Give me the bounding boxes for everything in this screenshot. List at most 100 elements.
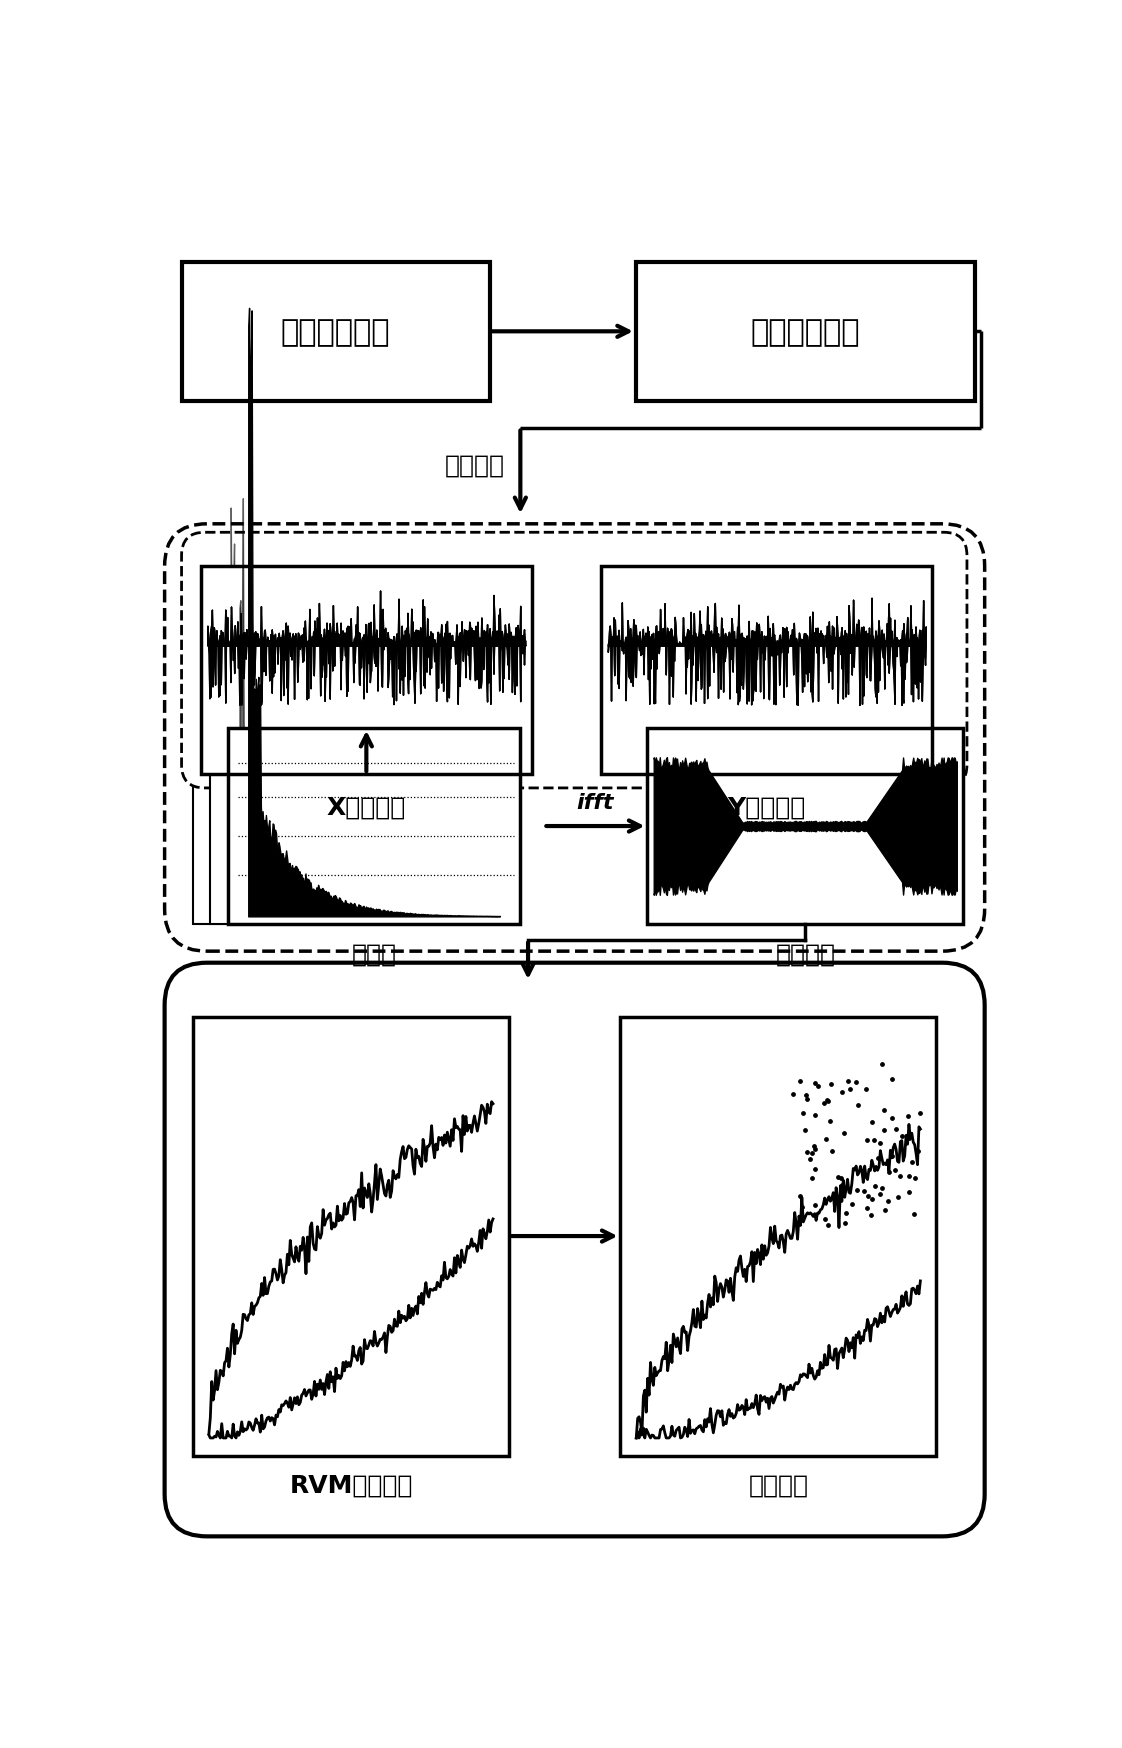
Point bbox=[817, 1126, 835, 1154]
Bar bbox=[210, 729, 503, 925]
Point bbox=[876, 1197, 894, 1225]
Point bbox=[795, 1115, 813, 1143]
Text: X方向信号: X方向信号 bbox=[327, 795, 406, 818]
Text: 时域波形: 时域波形 bbox=[775, 942, 835, 967]
Point bbox=[847, 1068, 865, 1096]
Point bbox=[798, 1086, 816, 1113]
Point bbox=[863, 1108, 881, 1136]
Point bbox=[837, 1199, 855, 1227]
Text: RVM阈值模型: RVM阈值模型 bbox=[289, 1474, 413, 1496]
Point bbox=[871, 1180, 889, 1208]
Point bbox=[866, 1171, 884, 1199]
Point bbox=[835, 1120, 853, 1148]
Point bbox=[829, 1162, 847, 1190]
Point bbox=[794, 1099, 812, 1127]
Text: 振动监测装置: 振动监测装置 bbox=[751, 318, 859, 346]
Bar bbox=[636, 262, 975, 402]
Point bbox=[806, 1133, 824, 1161]
Point bbox=[819, 1211, 837, 1239]
Point bbox=[888, 1115, 905, 1143]
Text: 采集数据: 采集数据 bbox=[445, 453, 505, 477]
Point bbox=[802, 1140, 820, 1168]
Point bbox=[901, 1120, 919, 1148]
Point bbox=[857, 1075, 875, 1103]
Bar bbox=[228, 729, 521, 925]
Point bbox=[833, 1079, 850, 1106]
Point bbox=[893, 1122, 911, 1150]
Point bbox=[834, 1171, 852, 1199]
Point bbox=[807, 1136, 825, 1164]
Point bbox=[871, 1129, 889, 1157]
Point bbox=[864, 1185, 882, 1213]
Point bbox=[824, 1182, 842, 1210]
Point bbox=[909, 1136, 927, 1164]
Point bbox=[803, 1164, 821, 1192]
Bar bbox=[601, 566, 932, 774]
Bar bbox=[647, 729, 963, 925]
Point bbox=[875, 1117, 893, 1145]
Point bbox=[836, 1210, 854, 1238]
Point bbox=[905, 1164, 923, 1192]
Text: ifft: ifft bbox=[577, 794, 614, 813]
Point bbox=[806, 1070, 824, 1098]
Point bbox=[840, 1075, 858, 1103]
Point bbox=[815, 1089, 833, 1117]
Bar bbox=[601, 566, 932, 774]
Point bbox=[903, 1148, 921, 1176]
Point bbox=[855, 1176, 873, 1204]
Point bbox=[807, 1101, 825, 1129]
Point bbox=[822, 1072, 840, 1099]
Point bbox=[801, 1145, 819, 1173]
Point bbox=[899, 1103, 917, 1131]
Bar bbox=[193, 1017, 508, 1456]
Bar bbox=[620, 1017, 936, 1456]
Point bbox=[859, 1182, 877, 1210]
Point bbox=[818, 1086, 836, 1113]
Point bbox=[880, 1189, 898, 1217]
Bar bbox=[620, 1017, 936, 1456]
Point bbox=[889, 1183, 907, 1211]
Point bbox=[806, 1190, 824, 1218]
Point bbox=[858, 1127, 876, 1155]
Point bbox=[793, 1194, 811, 1222]
Point bbox=[900, 1162, 918, 1190]
Bar bbox=[193, 729, 485, 925]
Point bbox=[822, 1138, 840, 1166]
Bar bbox=[228, 729, 521, 925]
Point bbox=[905, 1201, 923, 1229]
Point bbox=[821, 1106, 839, 1134]
Point bbox=[911, 1099, 929, 1127]
Point bbox=[809, 1072, 827, 1099]
Point bbox=[891, 1162, 909, 1190]
FancyBboxPatch shape bbox=[182, 533, 967, 788]
Point bbox=[843, 1190, 861, 1218]
Point bbox=[875, 1096, 893, 1124]
Text: 旋转机械设备: 旋转机械设备 bbox=[280, 318, 390, 346]
Bar bbox=[182, 262, 489, 402]
Point bbox=[833, 1164, 850, 1192]
Bar bbox=[201, 566, 532, 774]
Point bbox=[883, 1105, 901, 1133]
Point bbox=[862, 1201, 880, 1229]
Point bbox=[791, 1066, 809, 1094]
Bar bbox=[201, 566, 532, 774]
Point bbox=[816, 1206, 834, 1234]
Point bbox=[791, 1183, 809, 1211]
Text: Y方向信号: Y方向信号 bbox=[728, 795, 806, 818]
Point bbox=[900, 1124, 918, 1152]
Point bbox=[886, 1155, 904, 1183]
Point bbox=[797, 1080, 815, 1108]
Point bbox=[838, 1068, 856, 1096]
Point bbox=[858, 1194, 876, 1222]
Text: 全矢谱: 全矢谱 bbox=[351, 942, 396, 967]
Point bbox=[901, 1178, 919, 1206]
Bar bbox=[647, 729, 963, 925]
Point bbox=[807, 1155, 825, 1183]
Point bbox=[865, 1126, 883, 1154]
Point bbox=[798, 1138, 816, 1166]
Point bbox=[873, 1175, 891, 1203]
FancyBboxPatch shape bbox=[165, 524, 985, 951]
Point bbox=[868, 1145, 886, 1173]
Point bbox=[784, 1080, 802, 1108]
Point bbox=[883, 1066, 901, 1094]
